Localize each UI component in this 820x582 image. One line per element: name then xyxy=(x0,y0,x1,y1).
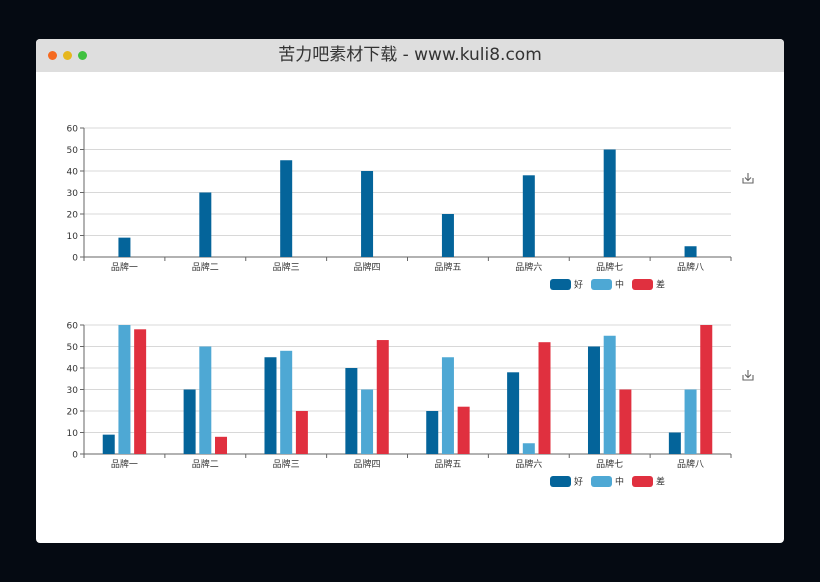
bar-好-品牌二[interactable] xyxy=(199,192,212,258)
download-icon[interactable] xyxy=(742,173,754,184)
download-icon[interactable] xyxy=(742,370,754,381)
x-tick-label: 品牌五 xyxy=(434,261,461,273)
y-tick-label: 0 xyxy=(72,254,78,264)
x-tick-label: 品牌四 xyxy=(354,458,381,470)
x-tick-label: 品牌二 xyxy=(192,261,219,273)
bar-好-品牌六[interactable] xyxy=(522,175,535,257)
bar-好-品牌五[interactable] xyxy=(441,214,454,257)
y-tick-label: 50 xyxy=(67,146,79,156)
x-tick-label: 品牌五 xyxy=(434,458,461,470)
y-tick-label: 30 xyxy=(67,386,79,396)
legend-label-好[interactable]: 好 xyxy=(574,279,583,291)
x-tick-label: 品牌三 xyxy=(273,261,300,273)
bar-好-品牌四[interactable] xyxy=(361,171,374,257)
legend-label-差[interactable]: 差 xyxy=(656,476,665,488)
bar-差-品牌一[interactable] xyxy=(134,329,147,454)
bar-好-品牌七[interactable] xyxy=(603,149,616,258)
bar-差-品牌四[interactable] xyxy=(376,340,389,454)
x-tick-label: 品牌七 xyxy=(596,458,623,470)
title-bar: 苦力吧素材下载 - www.kuli8.com xyxy=(36,39,784,72)
bar-中-品牌一[interactable] xyxy=(118,325,131,454)
x-tick-label: 品牌二 xyxy=(192,458,219,470)
x-tick-label: 品牌一 xyxy=(111,261,138,273)
bar-中-品牌四[interactable] xyxy=(361,389,374,455)
bar-差-品牌三[interactable] xyxy=(295,411,308,454)
bar-好-品牌八[interactable] xyxy=(668,432,681,455)
legend-swatch-差[interactable] xyxy=(632,476,653,487)
bar-好-品牌八[interactable] xyxy=(684,246,697,257)
x-tick-label: 品牌三 xyxy=(273,458,300,470)
y-tick-label: 20 xyxy=(67,408,79,418)
bar-好-品牌七[interactable] xyxy=(587,346,600,455)
bar-中-品牌六[interactable] xyxy=(522,443,535,454)
bar-好-品牌五[interactable] xyxy=(426,411,439,454)
y-tick-label: 10 xyxy=(67,429,79,439)
legend-swatch-好[interactable] xyxy=(550,476,571,487)
bar-中-品牌七[interactable] xyxy=(603,335,616,454)
bar-好-品牌一[interactable] xyxy=(118,237,131,257)
y-tick-label: 0 xyxy=(72,451,78,461)
bar-好-品牌三[interactable] xyxy=(280,160,293,257)
legend-label-好[interactable]: 好 xyxy=(574,476,583,488)
y-tick-label: 10 xyxy=(67,232,79,242)
x-tick-label: 品牌六 xyxy=(515,458,542,470)
legend-swatch-差[interactable] xyxy=(632,279,653,290)
y-tick-label: 20 xyxy=(67,211,79,221)
minimize-window-button[interactable] xyxy=(63,51,72,60)
browser-window: 苦力吧素材下载 - www.kuli8.com 0 10 20 30 40 50 60 品牌一… xyxy=(36,39,784,543)
close-window-button[interactable] xyxy=(48,51,57,60)
y-tick-label: 60 xyxy=(67,125,79,135)
y-tick-label: 40 xyxy=(67,365,79,375)
bar-差-品牌七[interactable] xyxy=(619,389,632,455)
bar-好-品牌三[interactable] xyxy=(264,357,277,454)
legend-swatch-中[interactable] xyxy=(591,279,612,290)
x-tick-label: 品牌六 xyxy=(515,261,542,273)
bar-差-品牌二[interactable] xyxy=(215,436,228,454)
bar-好-品牌六[interactable] xyxy=(507,372,520,454)
x-tick-label: 品牌八 xyxy=(677,261,704,273)
maximize-window-button[interactable] xyxy=(78,51,87,60)
bar-好-品牌一[interactable] xyxy=(102,434,115,454)
x-tick-label: 品牌七 xyxy=(596,261,623,273)
x-tick-label: 品牌四 xyxy=(354,261,381,273)
y-tick-label: 60 xyxy=(67,322,79,332)
bar-中-品牌八[interactable] xyxy=(684,389,697,455)
legend-label-中[interactable]: 中 xyxy=(615,279,624,291)
y-tick-label: 50 xyxy=(67,343,79,353)
x-tick-label: 品牌八 xyxy=(677,458,704,470)
bar-好-品牌二[interactable] xyxy=(183,389,196,455)
bar-中-品牌三[interactable] xyxy=(280,350,293,454)
y-tick-label: 40 xyxy=(67,168,79,178)
legend-swatch-中[interactable] xyxy=(591,476,612,487)
bar-中-品牌二[interactable] xyxy=(199,346,212,455)
legend-label-差[interactable]: 差 xyxy=(656,279,665,291)
bar-中-品牌五[interactable] xyxy=(441,357,454,454)
legend-label-中[interactable]: 中 xyxy=(615,476,624,488)
window-title: 苦力吧素材下载 - www.kuli8.com xyxy=(278,45,542,65)
bar-差-品牌六[interactable] xyxy=(538,342,551,454)
legend-swatch-好[interactable] xyxy=(550,279,571,290)
y-tick-label: 30 xyxy=(67,189,79,199)
bar-好-品牌四[interactable] xyxy=(345,368,358,454)
x-tick-label: 品牌一 xyxy=(111,458,138,470)
bar-差-品牌五[interactable] xyxy=(457,406,470,454)
bar-差-品牌八[interactable] xyxy=(700,325,713,454)
